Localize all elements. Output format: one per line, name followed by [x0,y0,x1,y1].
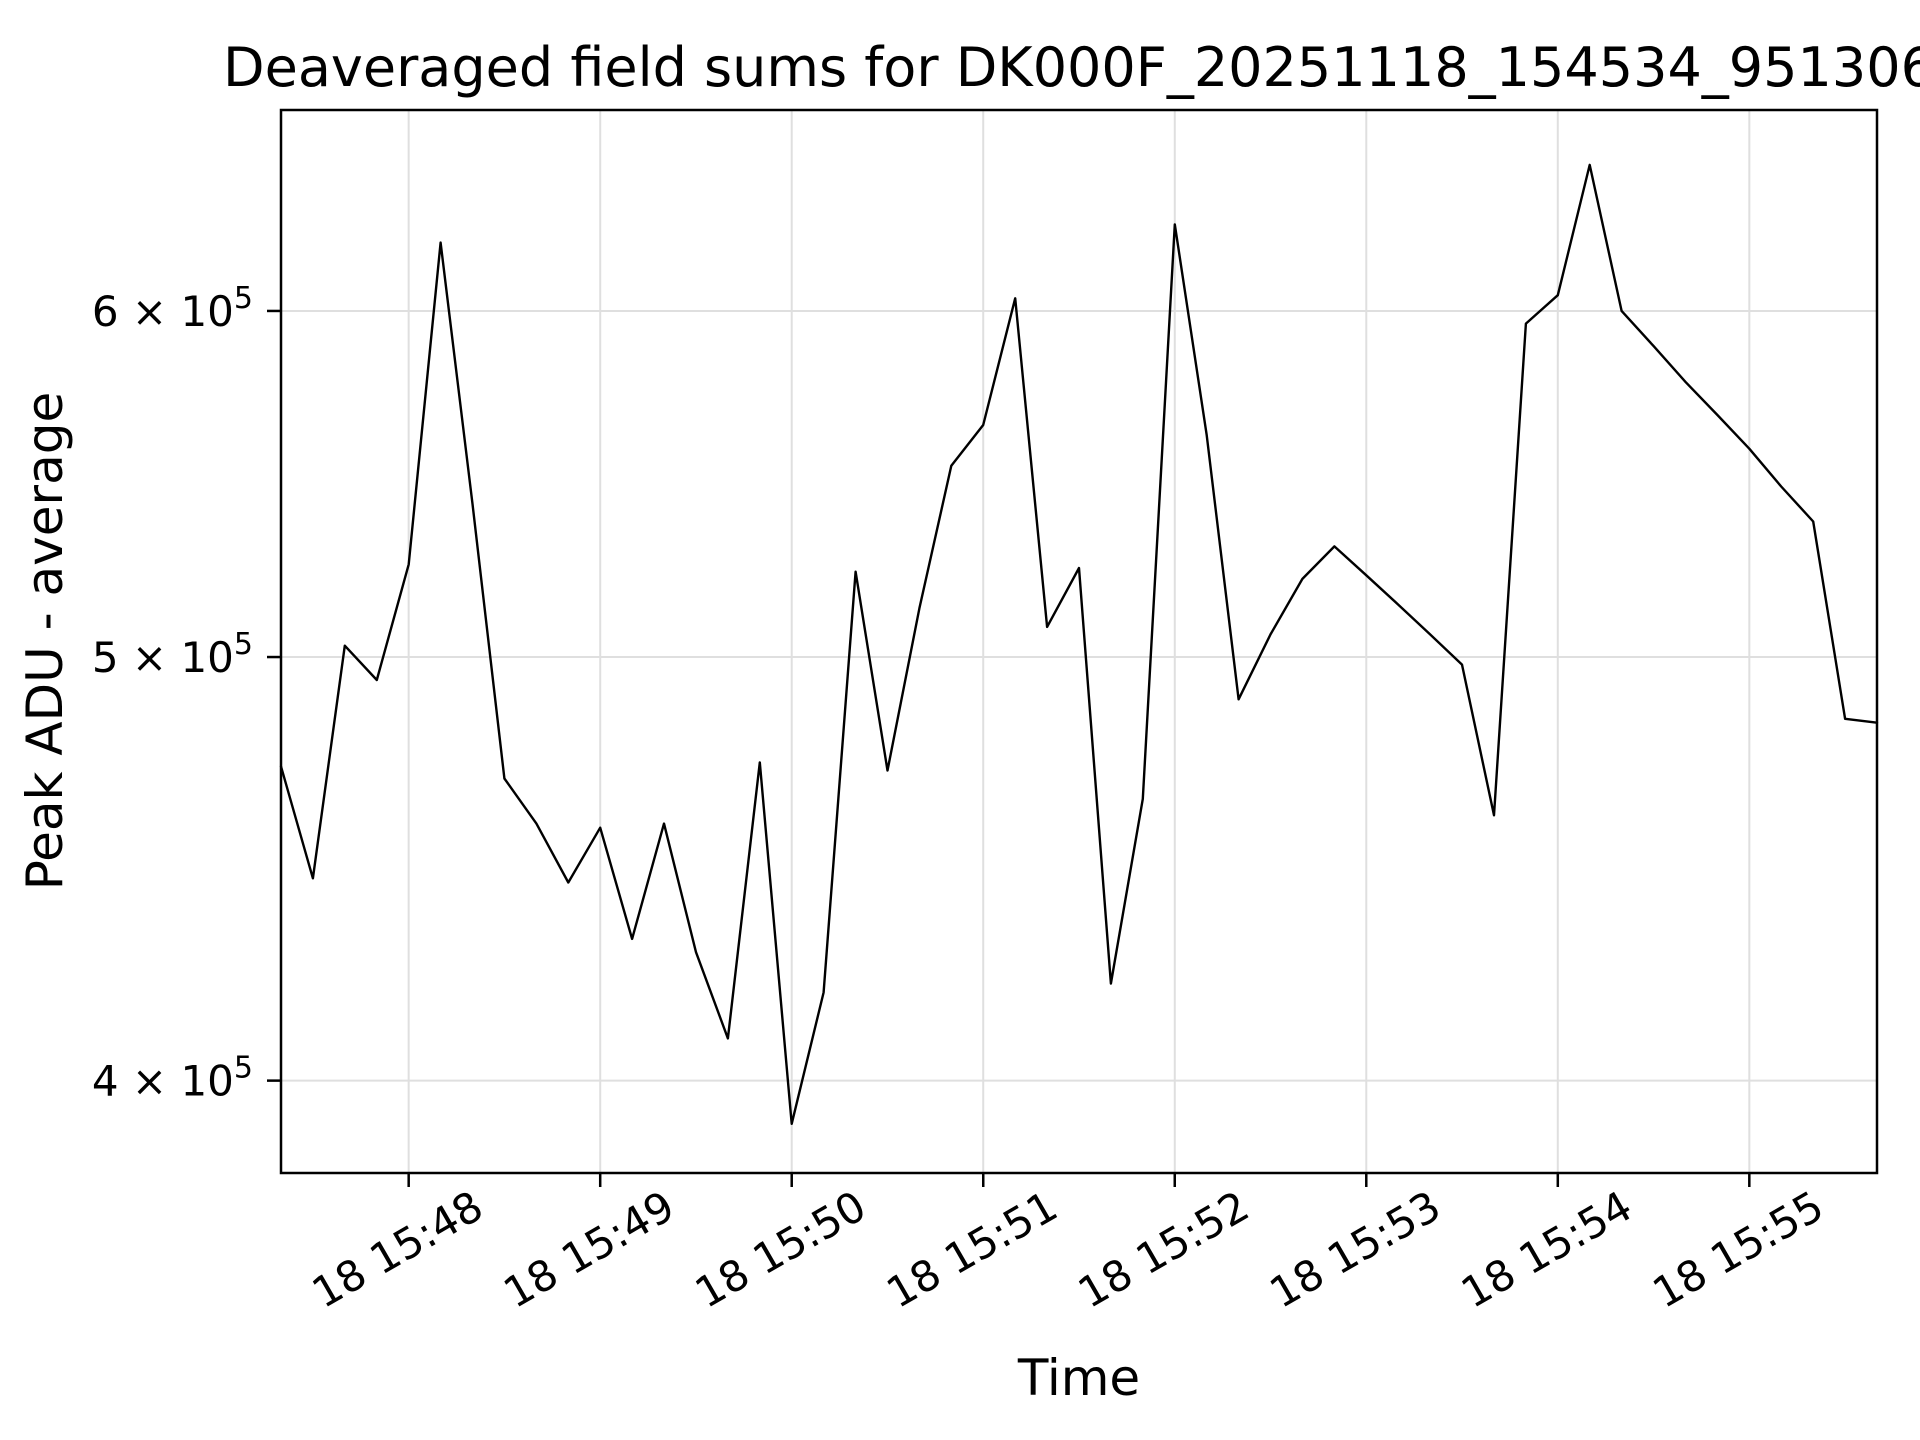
x-tick-label: 18 15:49 [495,1181,682,1317]
series-layer [279,163,1879,1126]
series-line [279,163,1879,1126]
y-axis-label: Peak ADU - average [16,392,74,890]
tick-layer: 18 15:48 18 15:49 18 15:50 18 15:51 18 15:52… [92,281,1832,1318]
y-tick-label: 6 × 105 [92,281,253,336]
y-tick-label: 5 × 105 [92,627,253,682]
x-axis-label: Time [1017,1349,1140,1407]
x-tick-label: 18 15:52 [1070,1181,1257,1317]
x-tick-label: 18 15:53 [1261,1181,1448,1317]
x-tick-label: 18 15:48 [304,1181,491,1317]
x-tick-label: 18 15:51 [878,1181,1065,1317]
x-tick-label: 18 15:54 [1453,1181,1640,1317]
axes-frame [279,108,1879,1175]
grid-layer [281,110,1877,1173]
x-tick-label: 18 15:50 [687,1181,874,1317]
chart-title: Deaveraged field sums for DK000F_2025111… [223,36,1920,99]
x-tick-label: 18 15:55 [1644,1181,1831,1317]
y-tick-label: 4 × 105 [92,1051,253,1106]
